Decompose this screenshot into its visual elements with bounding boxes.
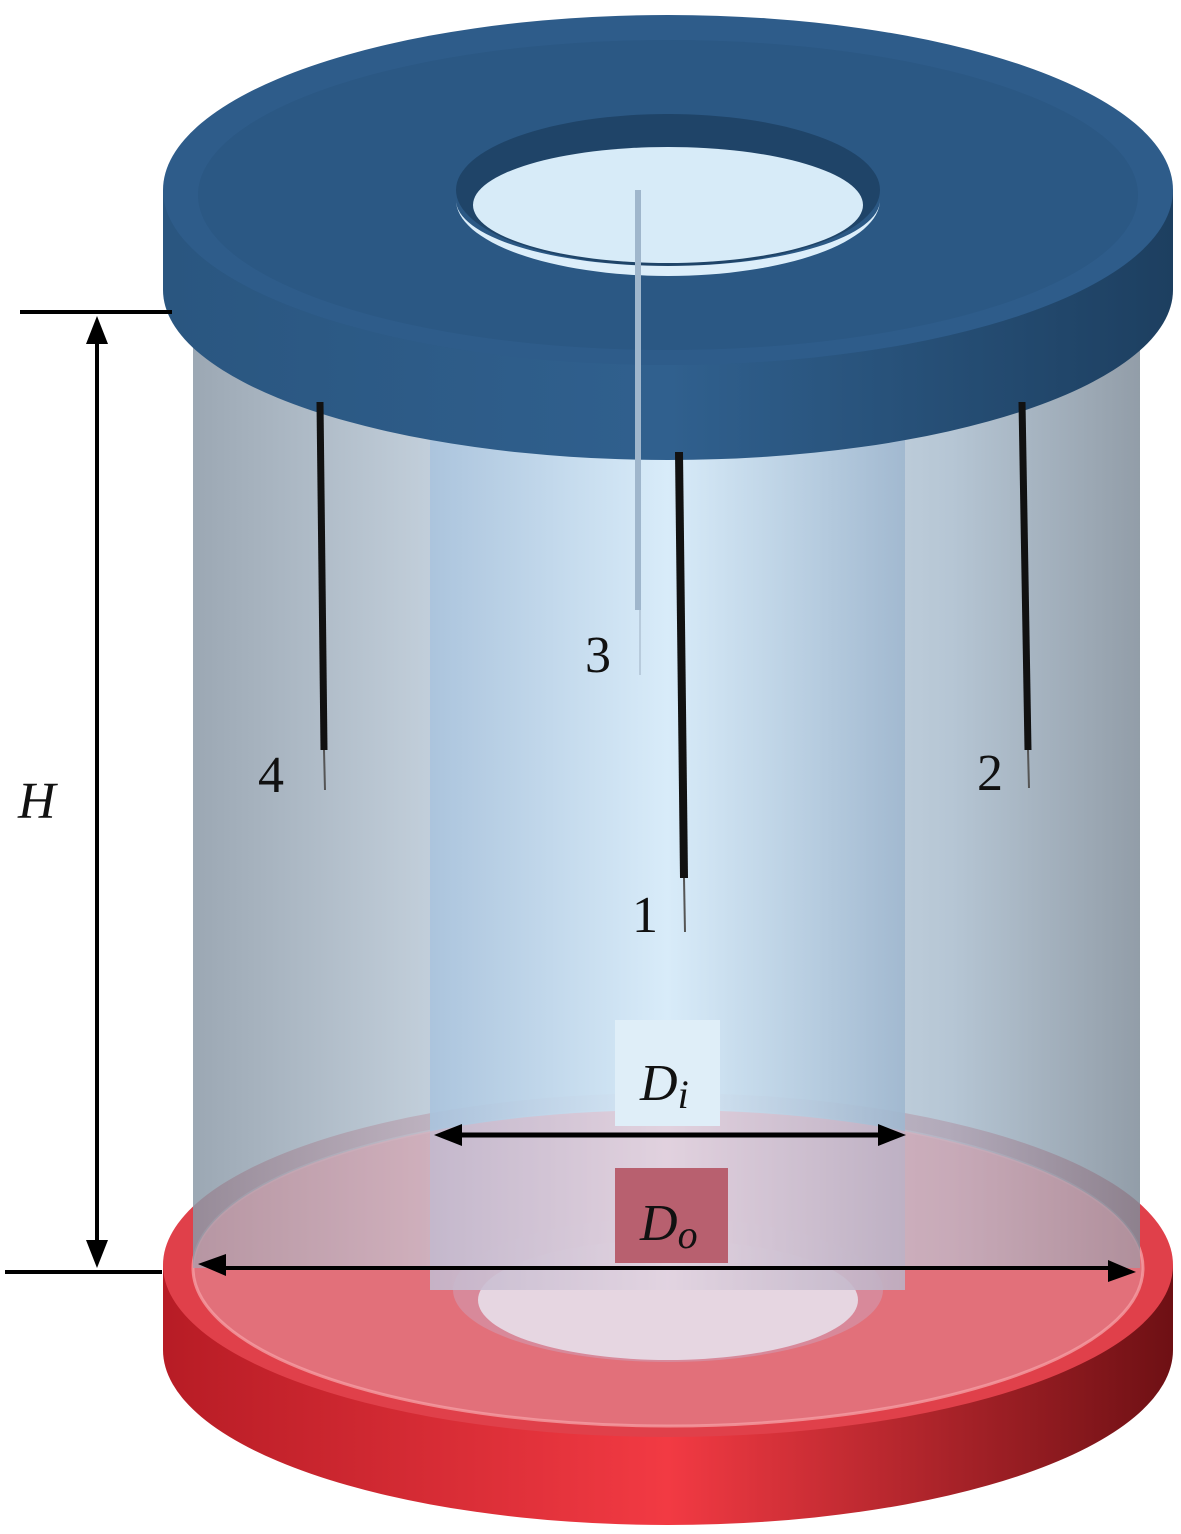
height-dimension (5, 310, 172, 1274)
height-label: H (17, 773, 58, 830)
probe-1 (675, 451, 688, 933)
probe-4 (316, 401, 328, 791)
top-plate (163, 15, 1173, 460)
probe-2 (1018, 401, 1032, 789)
probe-3-label: 3 (585, 627, 611, 684)
probe-4-label: 4 (258, 747, 284, 804)
probe-3 (635, 190, 641, 675)
probe-2-label: 2 (977, 745, 1003, 802)
outer-diameter-dimension (198, 1168, 1136, 1282)
outer-diameter-label: Do (639, 1195, 698, 1257)
inner-diameter-label: Di (639, 1055, 689, 1117)
probe-1-label: 1 (632, 887, 658, 944)
inner-diameter-dimension (434, 1020, 906, 1146)
